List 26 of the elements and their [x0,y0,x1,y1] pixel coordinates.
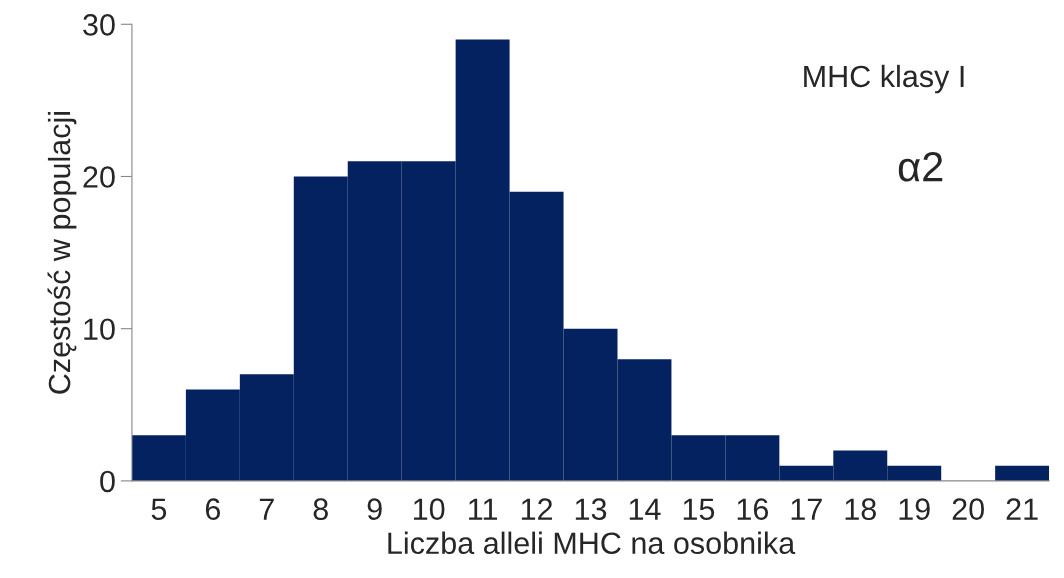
x-tick-label: 21 [1006,498,1038,520]
y-tick-label: 20 [83,166,115,188]
x-tick-label: 8 [313,498,328,521]
x-axis-title: Liczba alleli MHC na osobnika [388,531,796,555]
x-tick-label: 6 [205,498,221,521]
x-tick-label: 14 [629,498,661,520]
x-tick-label: 18 [845,498,876,521]
y-tick-label: 0 [100,470,115,493]
x-tick-label: 9 [367,498,382,521]
bar [995,465,1050,481]
x-tick-label: 15 [683,498,715,521]
x-tick-label: 20 [952,498,984,521]
x-tick-label: 7 [259,498,274,520]
x-tick-label: 13 [575,498,607,521]
x-tick-label: 16 [737,498,769,521]
annotation: α2 [898,152,943,182]
x-tick-label: 10 [414,498,445,521]
y-axis-title: Częstość w populacji [47,111,77,394]
annotation: MHC klasy I [804,64,964,94]
x-tick-label: 12 [521,498,553,520]
x-tick-label: 11 [469,498,497,520]
x-tick-label: 5 [151,498,167,521]
x-tick-label: 19 [899,498,930,521]
x-tick-label: 17 [791,498,822,520]
y-tick-label: 30 [83,14,115,36]
y-tick-label: 10 [84,318,115,341]
